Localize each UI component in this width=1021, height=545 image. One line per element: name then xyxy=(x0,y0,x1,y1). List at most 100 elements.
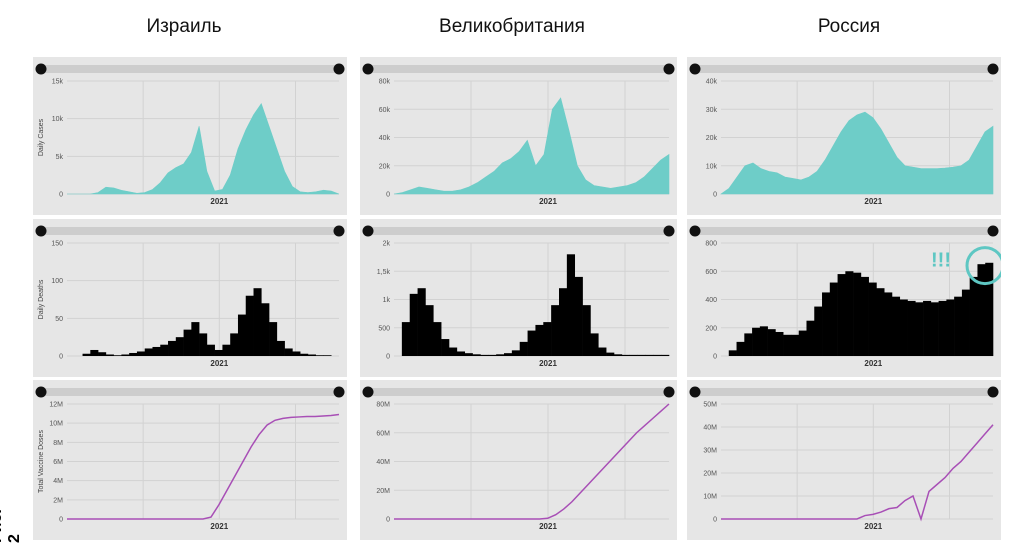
range-slider-handle-start[interactable] xyxy=(35,225,47,237)
bar-daily-deaths xyxy=(152,346,161,356)
bar-daily-deaths xyxy=(985,262,994,356)
series-area-daily-cases xyxy=(67,102,340,195)
range-slider-track[interactable] xyxy=(41,388,339,396)
bar-daily-deaths xyxy=(276,340,285,356)
y-tick-label: 10k xyxy=(706,163,718,170)
range-slider-handle-end[interactable] xyxy=(663,225,675,237)
bar-daily-deaths xyxy=(425,305,434,356)
bar-daily-deaths xyxy=(472,354,481,356)
bar-daily-deaths xyxy=(433,322,442,356)
bar-daily-deaths xyxy=(504,353,513,356)
bar-daily-deaths xyxy=(806,320,815,356)
range-slider-handle-start[interactable] xyxy=(689,225,701,237)
bar-daily-deaths xyxy=(245,295,254,356)
y-tick-label: 12M xyxy=(49,402,63,409)
chart-svg-vaccines-uk: 80M 60M 40M 20M 0 2021 xyxy=(362,386,675,531)
chart-panel-vaccines-uk: 80M 60M 40M 20M 0 2021 xyxy=(360,380,677,540)
range-slider-handle-start[interactable] xyxy=(362,63,374,75)
x-tick-label-year: 2021 xyxy=(864,359,882,368)
bar-daily-deaths xyxy=(822,292,831,356)
y-tick-label: 4M xyxy=(53,478,63,485)
bar-daily-deaths xyxy=(954,296,963,356)
bar-daily-deaths xyxy=(637,354,646,356)
range-slider-handle-start[interactable] xyxy=(689,386,701,398)
range-slider-handle-start[interactable] xyxy=(689,63,701,75)
bar-daily-deaths xyxy=(105,354,114,356)
y-tick-label: 20k xyxy=(706,135,718,142)
bar-daily-deaths xyxy=(136,351,146,356)
chart-panel-cases-russia: 40k 30k 20k 10k 0 2021 xyxy=(687,57,1001,215)
range-slider-handle-end[interactable] xyxy=(663,63,675,75)
y-tick-label: 40k xyxy=(379,135,391,142)
bar-daily-deaths xyxy=(300,353,309,356)
bar-daily-deaths xyxy=(527,330,536,356)
bar-daily-deaths xyxy=(629,354,638,356)
y-tick-label: 0 xyxy=(59,192,63,199)
range-slider-handle-end[interactable] xyxy=(987,63,999,75)
x-tick-label-year: 2021 xyxy=(864,522,882,531)
bar-daily-deaths xyxy=(590,333,599,356)
bar-daily-deaths xyxy=(736,341,745,356)
range-slider-handle-start[interactable] xyxy=(35,386,47,398)
series-line-vaccine-doses xyxy=(721,424,994,522)
bar-daily-deaths xyxy=(90,349,99,356)
y-tick-label: 500 xyxy=(378,325,390,332)
x-tick-label-year: 2021 xyxy=(539,359,557,368)
bar-daily-deaths xyxy=(98,352,107,356)
bar-daily-deaths xyxy=(845,271,854,356)
bar-daily-deaths xyxy=(930,302,939,356)
y-tick-label: 50M xyxy=(703,402,717,409)
range-slider-track[interactable] xyxy=(368,65,669,73)
bar-daily-deaths xyxy=(409,293,418,356)
range-slider-handle-end[interactable] xyxy=(333,63,345,75)
bar-daily-deaths xyxy=(653,354,662,356)
range-slider-handle-start[interactable] xyxy=(362,225,374,237)
range-slider-handle-start[interactable] xyxy=(362,386,374,398)
bar-daily-deaths xyxy=(661,354,670,356)
range-slider-handle-end[interactable] xyxy=(333,225,345,237)
bar-daily-deaths xyxy=(645,354,654,356)
bar-daily-deaths xyxy=(183,329,192,356)
y-tick-label: 60M xyxy=(376,430,390,437)
column-title-russia: Россия xyxy=(817,16,881,37)
y-tick-label: 2M xyxy=(53,497,63,504)
bar-daily-deaths xyxy=(961,289,970,356)
bar-daily-deaths xyxy=(946,299,955,356)
bar-daily-deaths xyxy=(899,299,908,356)
bar-daily-deaths xyxy=(621,354,631,356)
range-slider-track[interactable] xyxy=(695,65,993,73)
series-area-daily-cases xyxy=(720,111,994,195)
bar-daily-deaths xyxy=(191,322,200,356)
bar-daily-deaths xyxy=(543,322,552,356)
range-slider-handle-end[interactable] xyxy=(987,386,999,398)
range-slider-track[interactable] xyxy=(695,227,993,235)
bar-daily-deaths xyxy=(891,296,901,356)
bar-daily-deaths xyxy=(559,288,568,356)
bar-daily-deaths xyxy=(417,288,426,356)
bar-daily-deaths xyxy=(614,354,623,356)
range-slider-handle-end[interactable] xyxy=(663,386,675,398)
bar-daily-deaths xyxy=(790,334,800,356)
range-slider-track[interactable] xyxy=(368,388,669,396)
bar-daily-deaths xyxy=(307,354,316,356)
bar-daily-deaths xyxy=(907,300,916,356)
y-tick-label: 1,5k xyxy=(377,269,391,276)
bar-daily-deaths xyxy=(315,355,324,356)
x-tick-label-year: 2021 xyxy=(539,197,557,206)
chart-panel-vaccines-israel: 12M 10M 8M 6M 4M 2M 0 Total Vaccine Doses 2021 xyxy=(33,380,347,540)
chart-svg-cases-uk: 80k 60k 40k 20k 0 2021 xyxy=(362,63,675,206)
range-slider-track[interactable] xyxy=(695,388,993,396)
y-tick-label: 15k xyxy=(52,79,64,86)
range-slider-track[interactable] xyxy=(368,227,669,235)
series-line-vaccine-doses xyxy=(67,413,340,520)
bar-daily-deaths xyxy=(496,354,505,356)
bar-daily-deaths xyxy=(915,302,924,356)
bar-daily-deaths xyxy=(551,305,560,356)
range-slider-handle-start[interactable] xyxy=(35,63,47,75)
range-slider-handle-end[interactable] xyxy=(987,225,999,237)
chart-svg-cases-israel: 15k 10k 5k 0 Daily Cases 2021 xyxy=(35,63,345,206)
y-tick-label: 40M xyxy=(703,425,717,432)
range-slider-track[interactable] xyxy=(41,65,339,73)
range-slider-track[interactable] xyxy=(41,227,339,235)
range-slider-handle-end[interactable] xyxy=(333,386,345,398)
